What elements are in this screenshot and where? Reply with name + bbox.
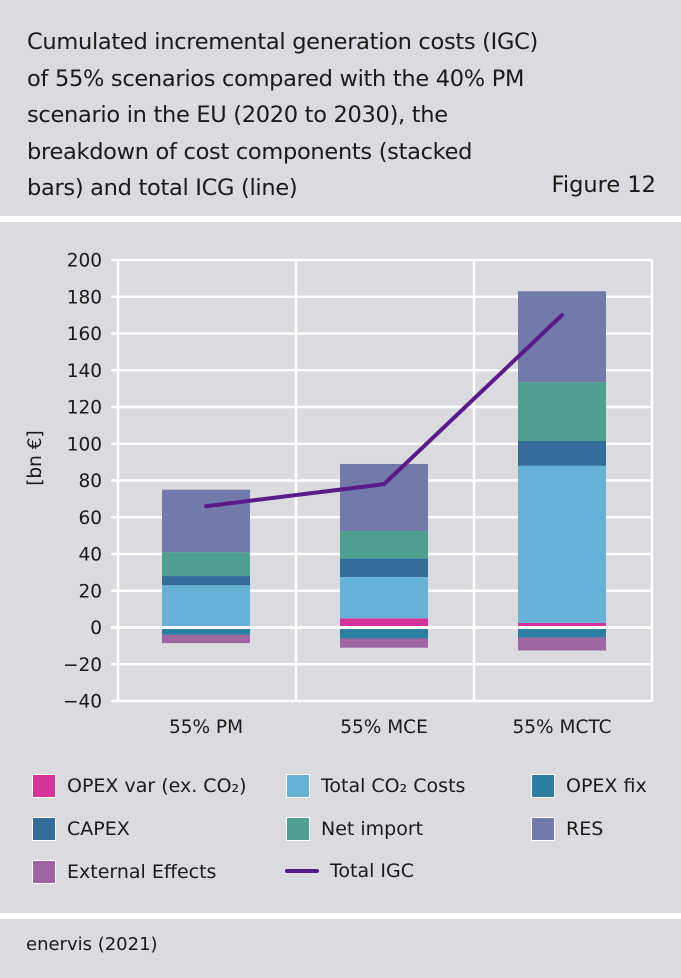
legend-label: CAPEX <box>67 818 130 840</box>
legend-item-capex: CAPEX <box>32 817 130 841</box>
figure-label: Figure 12 <box>551 172 656 198</box>
swatch-opex-fix <box>531 774 555 798</box>
swatch-res <box>531 817 555 841</box>
x-category-label: 55% MCE <box>340 717 428 738</box>
bar-segment-capex <box>162 576 250 586</box>
bar-segment-total_co2 <box>162 585 250 628</box>
legend-item-net-import: Net import <box>286 817 423 841</box>
swatch-external-effects <box>32 860 56 884</box>
title-line: bars) and total ICG (line) <box>27 175 298 201</box>
swatch-opex-var <box>32 774 56 798</box>
title-line: of 55% scenarios compared with the 40% P… <box>27 65 525 92</box>
y-tick-label: 20 <box>78 581 102 602</box>
bar-segment-capex <box>518 440 606 466</box>
y-tick-label: 100 <box>67 434 102 455</box>
y-tick-label: 200 <box>67 251 102 272</box>
legend-item-opex-fix: OPEX fix <box>531 774 647 798</box>
divider <box>0 913 681 919</box>
legend-item-total-co2: Total CO₂ Costs <box>286 774 465 798</box>
y-tick-label: 60 <box>78 508 102 529</box>
legend-label: OPEX var (ex. CO₂) <box>67 775 247 797</box>
bars <box>162 291 606 651</box>
bar-segment-net_import <box>162 552 250 577</box>
x-category-labels: 55% PM 55% MCE 55% MCTC <box>169 717 612 738</box>
bar-segment-total_co2 <box>518 465 606 623</box>
chart-title: Cumulated incremental generation costs (… <box>27 24 587 207</box>
legend-label: External Effects <box>67 861 217 883</box>
bar-segment-external <box>162 634 250 644</box>
y-tick-label: 40 <box>78 545 102 566</box>
swatch-total-co2 <box>286 774 310 798</box>
bar-segment-opex_fix <box>162 627 250 635</box>
y-tick-labels: −40 −20 0 20 40 60 80 100 120 140 160 180 200 <box>63 251 102 713</box>
legend: OPEX var (ex. CO₂) Total CO₂ Costs OPEX … <box>0 770 681 900</box>
y-tick-label: 0 <box>90 618 102 639</box>
legend-item-external-effects: External Effects <box>32 860 216 884</box>
bar-segment-net_import <box>518 382 606 441</box>
bar-segment-capex <box>340 558 428 577</box>
legend-label: Total CO₂ Costs <box>321 775 466 797</box>
source-note: enervis (2021) <box>26 934 158 955</box>
total-igc-line <box>204 313 564 509</box>
legend-label: Net import <box>321 818 424 840</box>
legend-item-opex-var: OPEX var (ex. CO₂) <box>32 774 247 798</box>
legend-label: OPEX fix <box>566 775 647 797</box>
y-tick-label: 120 <box>67 398 102 419</box>
bar-segment-net_import <box>340 531 428 559</box>
y-tick-label: 180 <box>67 287 102 308</box>
swatch-net-import <box>286 817 310 841</box>
bar-segment-res <box>340 463 428 532</box>
legend-item-total-igc: Total IGC <box>285 860 414 882</box>
legend-label: Total IGC <box>330 860 415 882</box>
stacked-bar-chart: −40 −20 0 20 40 60 80 100 120 140 160 180 200 55% PM… <box>25 251 654 738</box>
bar-segment-external <box>518 637 606 651</box>
y-tick-label: 140 <box>67 361 102 382</box>
y-tick-label: 160 <box>67 324 102 345</box>
title-line: breakdown of cost components (stacked <box>27 138 473 165</box>
legend-item-res: RES <box>531 817 603 841</box>
title-line: scenario in the EU (2020 to 2030), the <box>27 102 448 128</box>
bar-segment-opex_fix <box>340 627 428 639</box>
x-category-label: 55% MCTC <box>512 717 611 738</box>
x-category-label: 55% PM <box>169 717 243 738</box>
divider <box>0 216 681 222</box>
title-line: Cumulated incremental generation costs (… <box>27 29 539 55</box>
bar-segment-res <box>518 291 606 383</box>
legend-label: RES <box>566 818 604 840</box>
bar-segment-res <box>162 489 250 553</box>
bar-segment-opex_fix <box>518 627 606 638</box>
swatch-capex <box>32 817 56 841</box>
bar-segment-opex_var <box>518 622 606 628</box>
y-tick-label: 80 <box>78 471 102 492</box>
line-swatch-total-igc <box>285 869 319 873</box>
bar-segment-opex_var <box>340 618 428 628</box>
figure-header: Cumulated incremental generation costs (… <box>0 0 681 216</box>
bar-segment-total_co2 <box>340 576 428 619</box>
y-axis-label: [bn €] <box>25 430 46 486</box>
y-tick-label: −20 <box>63 655 102 676</box>
bar-segment-external <box>340 638 428 648</box>
y-tick-label: −40 <box>63 692 102 713</box>
